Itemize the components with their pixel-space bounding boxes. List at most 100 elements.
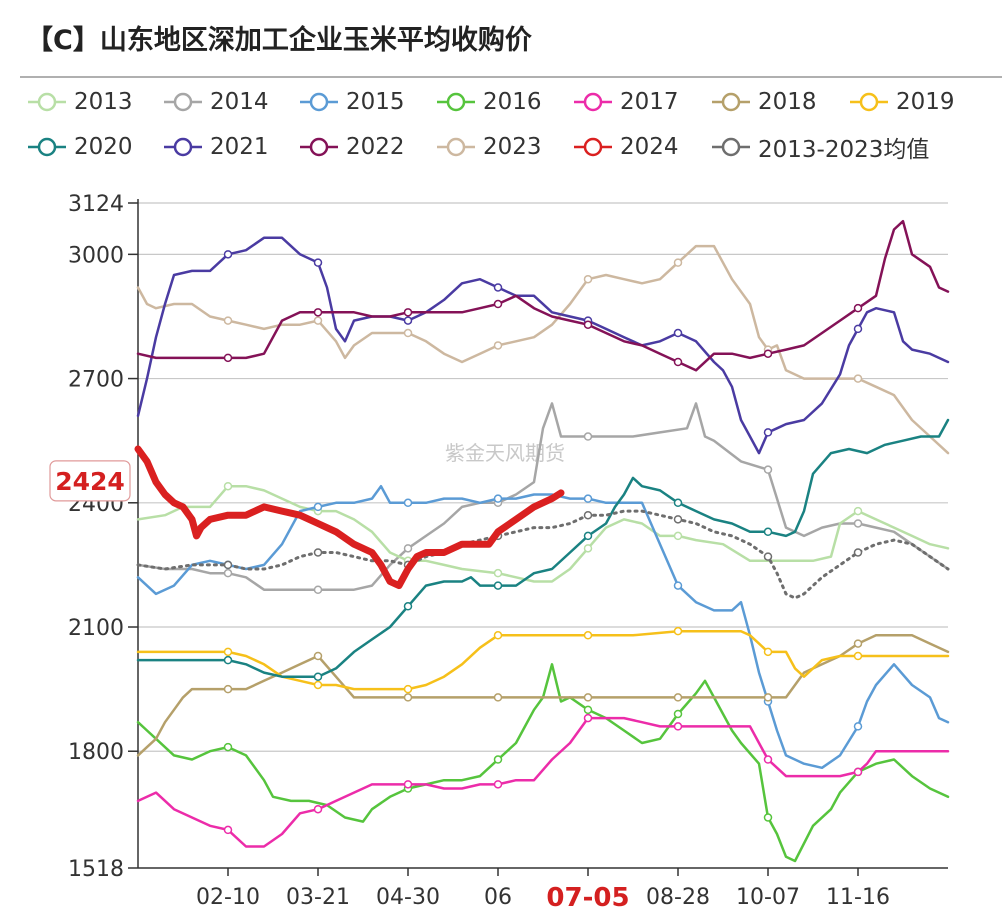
legend-item[interactable]: 2019 [848,87,955,117]
legend-item[interactable]: 2024 [572,132,679,162]
current-value-box [49,460,131,502]
series-marker [313,680,323,690]
series-marker [583,274,593,284]
series-marker [313,672,323,681]
legend-marker-icon [164,92,202,112]
series-marker [583,432,593,441]
series-marker [493,494,503,503]
series-marker [673,498,683,508]
series-marker [313,258,323,267]
series-marker [673,581,683,590]
series-marker [493,299,503,309]
series-marker [583,631,593,640]
y-tick-label: 2100 [68,616,124,641]
legend-item[interactable]: 2018 [710,87,817,117]
y-tick-label: 3124 [68,192,124,217]
series-marker [583,705,593,715]
series-marker [403,498,413,508]
series-marker [223,742,233,752]
series-marker [493,693,503,702]
legend-item[interactable]: 2013-2023均值 [710,132,930,163]
series-marker [223,568,233,578]
series-marker [313,316,323,325]
series-marker [493,283,503,292]
highlight-x-bg [542,878,634,918]
legend-marker-icon [300,92,338,112]
series-line-2019 [136,629,950,691]
series-marker [493,780,503,789]
y-tick-label: 1800 [68,740,124,765]
series-marker [853,548,863,557]
x-tick-label: 11-16 [826,885,890,910]
series-marker [583,531,593,541]
series-marker [223,250,233,259]
series-marker [223,647,233,657]
series-marker [673,328,683,338]
series-line-2013-2023均值 [136,509,950,600]
series-marker [673,357,683,367]
series-line-2024 [134,445,565,590]
series-marker [403,544,413,553]
legend-marker-icon [850,92,888,112]
series-marker [673,709,683,719]
x-tick-label: 04-30 [376,885,440,910]
legend-item[interactable]: 2023 [435,132,542,162]
legend-item[interactable]: 2015 [298,87,405,117]
legend-item[interactable]: 2016 [435,87,542,117]
legend-item[interactable]: 2020 [26,132,133,162]
series-line-2017 [136,716,950,848]
legend-label: 2014 [210,89,269,115]
chart-legend: 2013 2014 2015 2016 2017 2018 2019 2020 2021 2022… [0,0,1008,180]
legend-label: 2017 [620,89,679,115]
legend-item[interactable]: 2021 [162,132,269,162]
series-marker [493,631,503,640]
series-line-2021 [136,236,950,455]
series-marker [493,581,503,590]
series-marker [583,544,593,553]
series-marker [763,552,773,561]
series-line-2014 [136,402,950,591]
legend-label: 2022 [346,134,405,160]
legend-marker-icon [712,137,750,157]
series-marker [223,560,233,570]
series-marker [223,684,233,694]
series-marker [673,693,683,702]
legend-label: 2019 [896,89,955,115]
series-marker [403,308,413,317]
series-marker [763,813,773,822]
series-marker [223,655,233,665]
x-tick-label: 06 [484,885,512,910]
series-marker [403,693,413,702]
series-marker [673,515,683,524]
legend-label: 2013-2023均值 [758,137,930,163]
legend-marker-icon [28,92,66,112]
legend-marker-icon [28,137,66,157]
legend-item[interactable]: 2017 [572,87,679,117]
legend-label: 2015 [346,89,405,115]
series-marker [763,693,773,702]
series-marker [763,465,773,474]
legend-item[interactable]: 2014 [162,87,269,117]
series-line-2013 [136,484,950,583]
series-line-2023 [136,244,950,455]
y-tick-label: 2700 [68,368,124,393]
x-tick-label: 02-10 [196,885,260,910]
series-marker [403,780,413,789]
series-marker [853,303,863,313]
series-marker [223,481,233,491]
x-tick-label: 03-21 [286,885,350,910]
series-marker [853,519,863,528]
series-marker [853,651,863,661]
watermark: 紫金天风期货 [445,441,565,465]
series-line-2015 [136,484,950,770]
series-marker [583,510,593,520]
series-marker [223,353,233,363]
series-marker [223,825,233,835]
series-marker [853,639,863,648]
legend-item[interactable]: 2013 [26,87,133,117]
series-marker [493,568,503,578]
legend-item[interactable]: 2022 [298,132,405,162]
series-line-2022 [136,219,950,372]
series-marker [313,804,323,814]
